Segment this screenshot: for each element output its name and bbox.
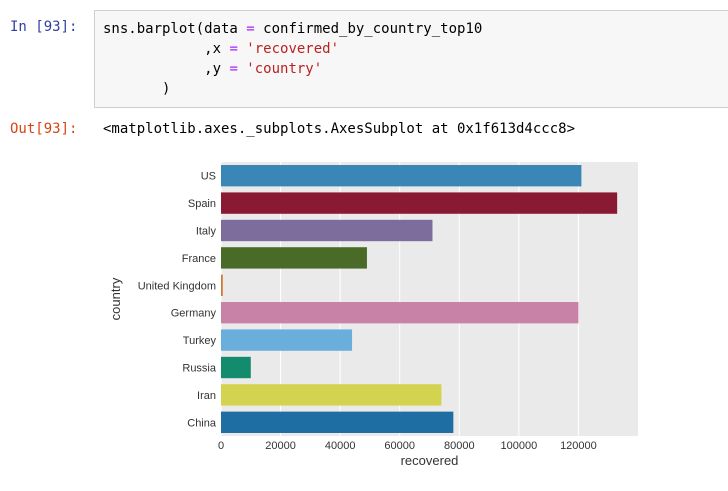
bar-russia	[221, 356, 251, 379]
y-axis-label: country	[108, 277, 123, 320]
input-prompt: In [93]:	[10, 19, 78, 35]
bar-spain	[221, 192, 618, 214]
y-tick-label: Germany	[171, 308, 217, 320]
output-prompt: Out[93]:	[10, 121, 78, 137]
x-tick-labels: 0 20000 40000 60000 80000 100000 120000	[218, 440, 597, 452]
code-operator: =	[229, 41, 238, 57]
x-tick-label: 40000	[325, 440, 356, 452]
bar-turkey	[221, 329, 353, 351]
code-line-4: )	[103, 79, 170, 99]
x-tick-label: 80000	[444, 440, 475, 452]
y-tick-label: Russia	[182, 363, 217, 375]
x-axis-label: recovered	[401, 453, 459, 468]
bars	[221, 165, 618, 433]
y-tick-label: China	[187, 417, 217, 429]
x-tick-label: 100000	[500, 440, 537, 452]
code-text: ,x	[103, 41, 230, 57]
code-line-3: ,y = 'country'	[103, 59, 322, 79]
y-tick-label: Turkey	[183, 335, 217, 347]
bar-germany	[221, 302, 579, 324]
code-line-2: ,x = 'recovered'	[103, 39, 339, 59]
bar-us	[221, 165, 582, 187]
code-string: 'recovered'	[237, 41, 340, 57]
code-operator: =	[229, 61, 238, 77]
bar-china	[221, 411, 454, 433]
x-tick-label: 20000	[265, 440, 296, 452]
code-cell-input[interactable]: sns.barplot(data = confirmed_by_country_…	[94, 10, 728, 108]
x-tick-label: 120000	[560, 440, 597, 452]
y-tick-label: Italy	[196, 226, 217, 238]
y-tick-label: United Kingdom	[138, 280, 216, 292]
code-line-1: sns.barplot(data = confirmed_by_country_…	[103, 19, 482, 39]
bar-iran	[221, 384, 442, 406]
y-tick-label: Iran	[197, 390, 216, 402]
bar-italy	[221, 219, 433, 242]
x-tick-label: 60000	[384, 440, 415, 452]
bar-united-kingdom	[221, 274, 223, 296]
code-operator: =	[246, 21, 255, 37]
output-repr: <matplotlib.axes._subplots.AxesSubplot a…	[103, 121, 576, 137]
code-string: 'country'	[237, 61, 323, 77]
code-text: confirmed_by_country_top10	[254, 21, 483, 37]
bar-france	[221, 247, 367, 269]
y-tick-label: US	[201, 171, 216, 183]
x-tick-label: 0	[218, 440, 224, 452]
code-text: )	[103, 81, 171, 97]
code-text: sns.barplot(data	[103, 21, 247, 37]
y-tick-label: France	[182, 253, 216, 265]
y-tick-labels: US Spain Italy France United Kingdom Germany T…	[138, 171, 217, 430]
y-tick-label: Spain	[188, 198, 216, 210]
code-text: ,y	[103, 61, 230, 77]
